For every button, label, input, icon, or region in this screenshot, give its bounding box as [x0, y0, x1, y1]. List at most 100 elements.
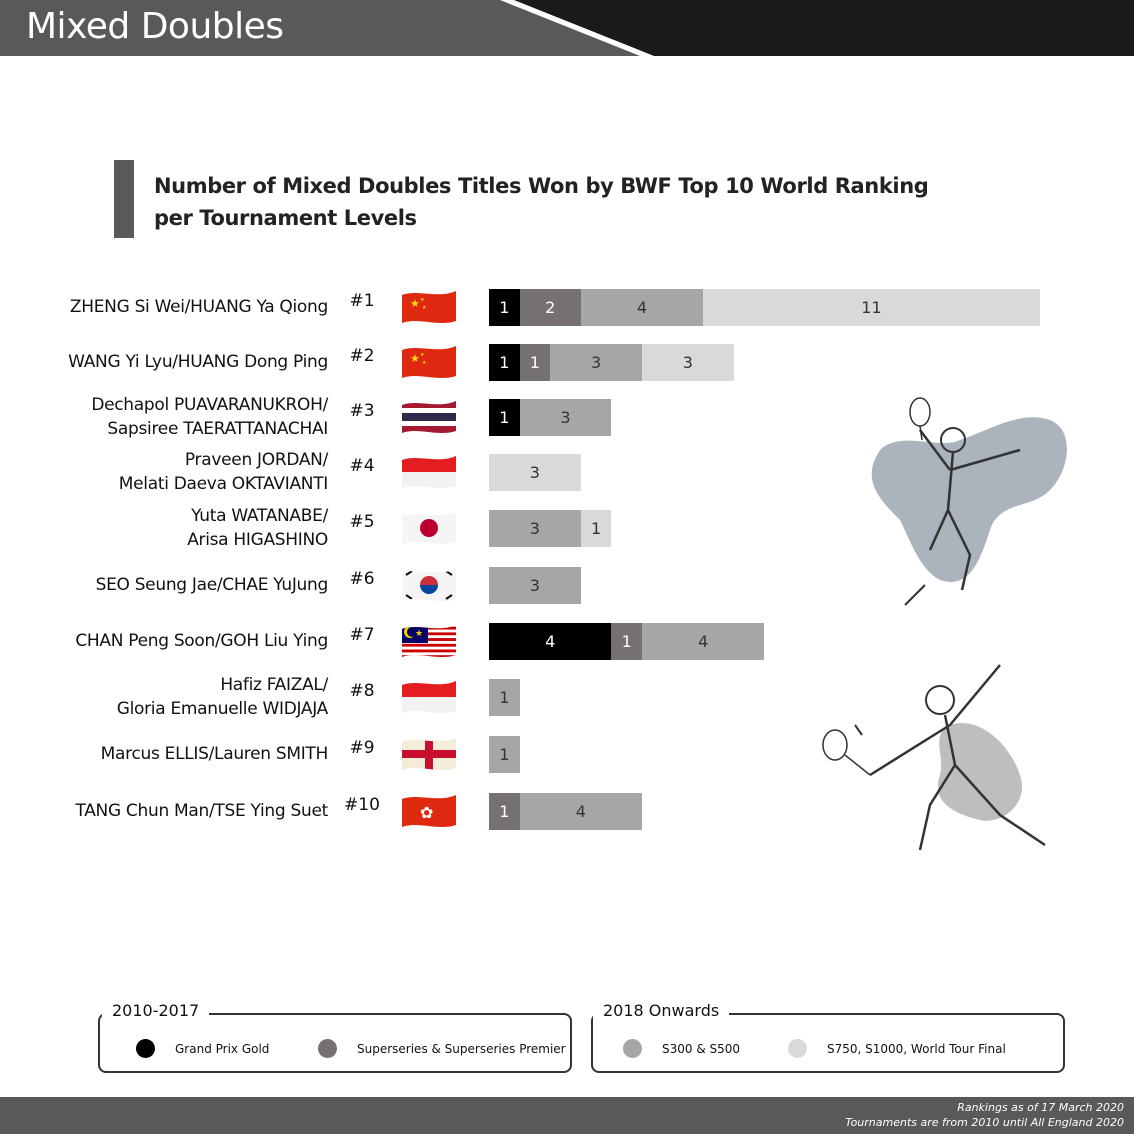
bar-segment: 3: [550, 343, 642, 381]
bar-value-label: 1: [499, 352, 510, 372]
rank-label: #9: [349, 738, 375, 758]
bar-value-label: 4: [545, 631, 556, 651]
bar-segment: 4: [519, 792, 642, 830]
bar-value-label: 1: [499, 297, 510, 317]
bar-segment: 4: [580, 288, 704, 326]
malaysia-flag-icon: ★: [398, 621, 460, 661]
bar-value-label: 1: [499, 687, 510, 707]
swatch-grand-prix-gold: [136, 1039, 155, 1058]
chart-title: Number of Mixed Doubles Titles Won by BW…: [154, 170, 934, 234]
bar-value-label: 1: [499, 801, 510, 821]
pair-name-line: CHAN Peng Soon/GOH Liu Ying: [75, 631, 328, 651]
chart-title-line-2: per Tournament Levels: [154, 206, 417, 230]
rank-label: #8: [349, 681, 375, 701]
legend-group-label-2018-onwards: 2018 Onwards: [593, 1001, 730, 1020]
pair-name-line: Yuta WATANABE/: [191, 506, 328, 526]
bar-segment: 4: [642, 622, 765, 660]
legend-item-grand-prix-gold: Grand Prix Gold: [136, 1039, 269, 1058]
bar-value-label: 3: [529, 518, 540, 538]
bar-segment: 1: [489, 678, 520, 716]
svg-text:★: ★: [415, 629, 423, 639]
svg-text:★: ★: [420, 352, 425, 358]
bar-segment: 1: [489, 398, 520, 436]
bar-value-label: 4: [698, 631, 709, 651]
chart-title-line-1: Number of Mixed Doubles Titles Won by BW…: [154, 174, 929, 198]
footer-rankings-note: Rankings as of 17 March 2020: [957, 1101, 1124, 1114]
rank-label: #4: [349, 456, 375, 476]
svg-text:★: ★: [410, 297, 420, 310]
legend-item-superseries: Superseries & Superseries Premier: [318, 1039, 566, 1058]
hong-kong-flag-icon: ✿: [398, 791, 460, 831]
bar-segment: 3: [489, 566, 581, 604]
pair-name-line: Dechapol PUAVARANUKROH/: [91, 395, 328, 415]
pair-name-line: Arisa HIGASHINO: [187, 530, 328, 550]
footer-tournaments-note: Tournaments are from 2010 until All Engl…: [845, 1116, 1124, 1129]
indonesia-flag-icon: [398, 677, 460, 717]
bar-value-label: 1: [529, 352, 540, 372]
bar-segment: 1: [580, 509, 612, 547]
pair-name-line: SEO Seung Jae/CHAE YuJung: [95, 575, 329, 595]
bar-segment: 11: [703, 288, 1040, 326]
bar-segment: 1: [519, 343, 551, 381]
pair-name: Dechapol PUAVARANUKROH/Sapsiree TAERATTA…: [91, 393, 328, 441]
bar-segment: 2: [519, 288, 581, 326]
pair-name-line: Hafiz FAIZAL/: [220, 675, 328, 695]
legend-label-grand-prix-gold: Grand Prix Gold: [175, 1041, 270, 1056]
stacked-bar-chart: ZHENG Si Wei/HUANG Ya Qiong #1 ★ ★ ★ 1 2 4 11 WAN…: [0, 260, 1134, 860]
header-bar: [0, 0, 1134, 56]
pair-name: Yuta WATANABE/Arisa HIGASHINO: [187, 504, 328, 552]
legend-item-s300-s500: S300 & S500: [623, 1039, 740, 1058]
legend-label-s750-s1000: S750, S1000, World Tour Final: [827, 1041, 1006, 1056]
bar-value-label: 4: [636, 297, 648, 317]
bar-value-label: 11: [861, 297, 882, 317]
bar-segment: 1: [489, 792, 520, 830]
pair-name: Marcus ELLIS/Lauren SMITH: [100, 742, 329, 766]
bar-value-label: 1: [499, 744, 510, 764]
bar-value-label: 3: [529, 575, 540, 595]
china-flag-icon: ★ ★ ★: [398, 287, 460, 327]
pair-name-line: WANG Yi Lyu/HUANG Dong Ping: [68, 352, 328, 372]
swatch-s750-s1000: [788, 1039, 807, 1058]
bar-segment: 3: [489, 453, 581, 491]
bar-segment: 1: [489, 288, 520, 326]
bar-value-label: 3: [590, 352, 602, 372]
rank-label: #1: [349, 291, 375, 311]
footer-bar: Rankings as of 17 March 2020 Tournaments…: [0, 1097, 1134, 1134]
bar-value-label: 1: [591, 518, 602, 538]
legend-label-superseries: Superseries & Superseries Premier: [357, 1041, 566, 1056]
bar-value-label: 3: [560, 407, 571, 427]
pair-name-line: ZHENG Si Wei/HUANG Ya Qiong: [69, 297, 328, 317]
pair-name-line: Marcus ELLIS/Lauren SMITH: [100, 744, 329, 764]
pair-name: TANG Chun Man/TSE Ying Suet: [75, 799, 328, 823]
pair-name: WANG Yi Lyu/HUANG Dong Ping: [68, 350, 328, 374]
svg-text:✿: ✿: [420, 803, 433, 822]
england-flag-icon: [398, 734, 460, 774]
page-title: Mixed Doubles: [26, 6, 284, 47]
svg-text:★: ★: [420, 297, 425, 303]
rank-label: #2: [349, 346, 375, 366]
china-flag-icon: ★ ★ ★: [398, 342, 460, 382]
swatch-superseries: [318, 1039, 337, 1058]
rank-label: #10: [344, 795, 380, 815]
pair-name: SEO Seung Jae/CHAE YuJung: [95, 573, 329, 597]
bar-segment: 1: [489, 343, 520, 381]
female-player-illustration: [822, 664, 1046, 851]
japan-flag-icon: [398, 508, 460, 548]
male-player-illustration: [871, 397, 1067, 606]
legend-2010-2017: 2010-2017 Grand Prix Gold Superseries & …: [98, 1001, 572, 1073]
rank-label: #5: [349, 512, 375, 532]
bar-segment: 3: [489, 509, 581, 547]
legend-group-label-2010-2017: 2010-2017: [102, 1001, 210, 1020]
pair-name-line: Sapsiree TAERATTANACHAI: [107, 419, 328, 439]
bar-value-label: 4: [575, 801, 586, 821]
pair-name: Hafiz FAIZAL/Gloria Emanuelle WIDJAJA: [116, 673, 329, 721]
bar-value-label: 1: [621, 631, 632, 651]
title-accent-bar: [114, 160, 134, 238]
svg-text:★: ★: [410, 352, 420, 365]
bar-segment: 3: [642, 343, 734, 381]
pair-name-line: Praveen JORDAN/: [184, 450, 328, 470]
pair-name: CHAN Peng Soon/GOH Liu Ying: [75, 629, 328, 653]
thailand-flag-icon: [398, 397, 460, 437]
pair-name: ZHENG Si Wei/HUANG Ya Qiong: [70, 295, 328, 319]
pair-name-line: Gloria Emanuelle WIDJAJA: [116, 699, 329, 719]
